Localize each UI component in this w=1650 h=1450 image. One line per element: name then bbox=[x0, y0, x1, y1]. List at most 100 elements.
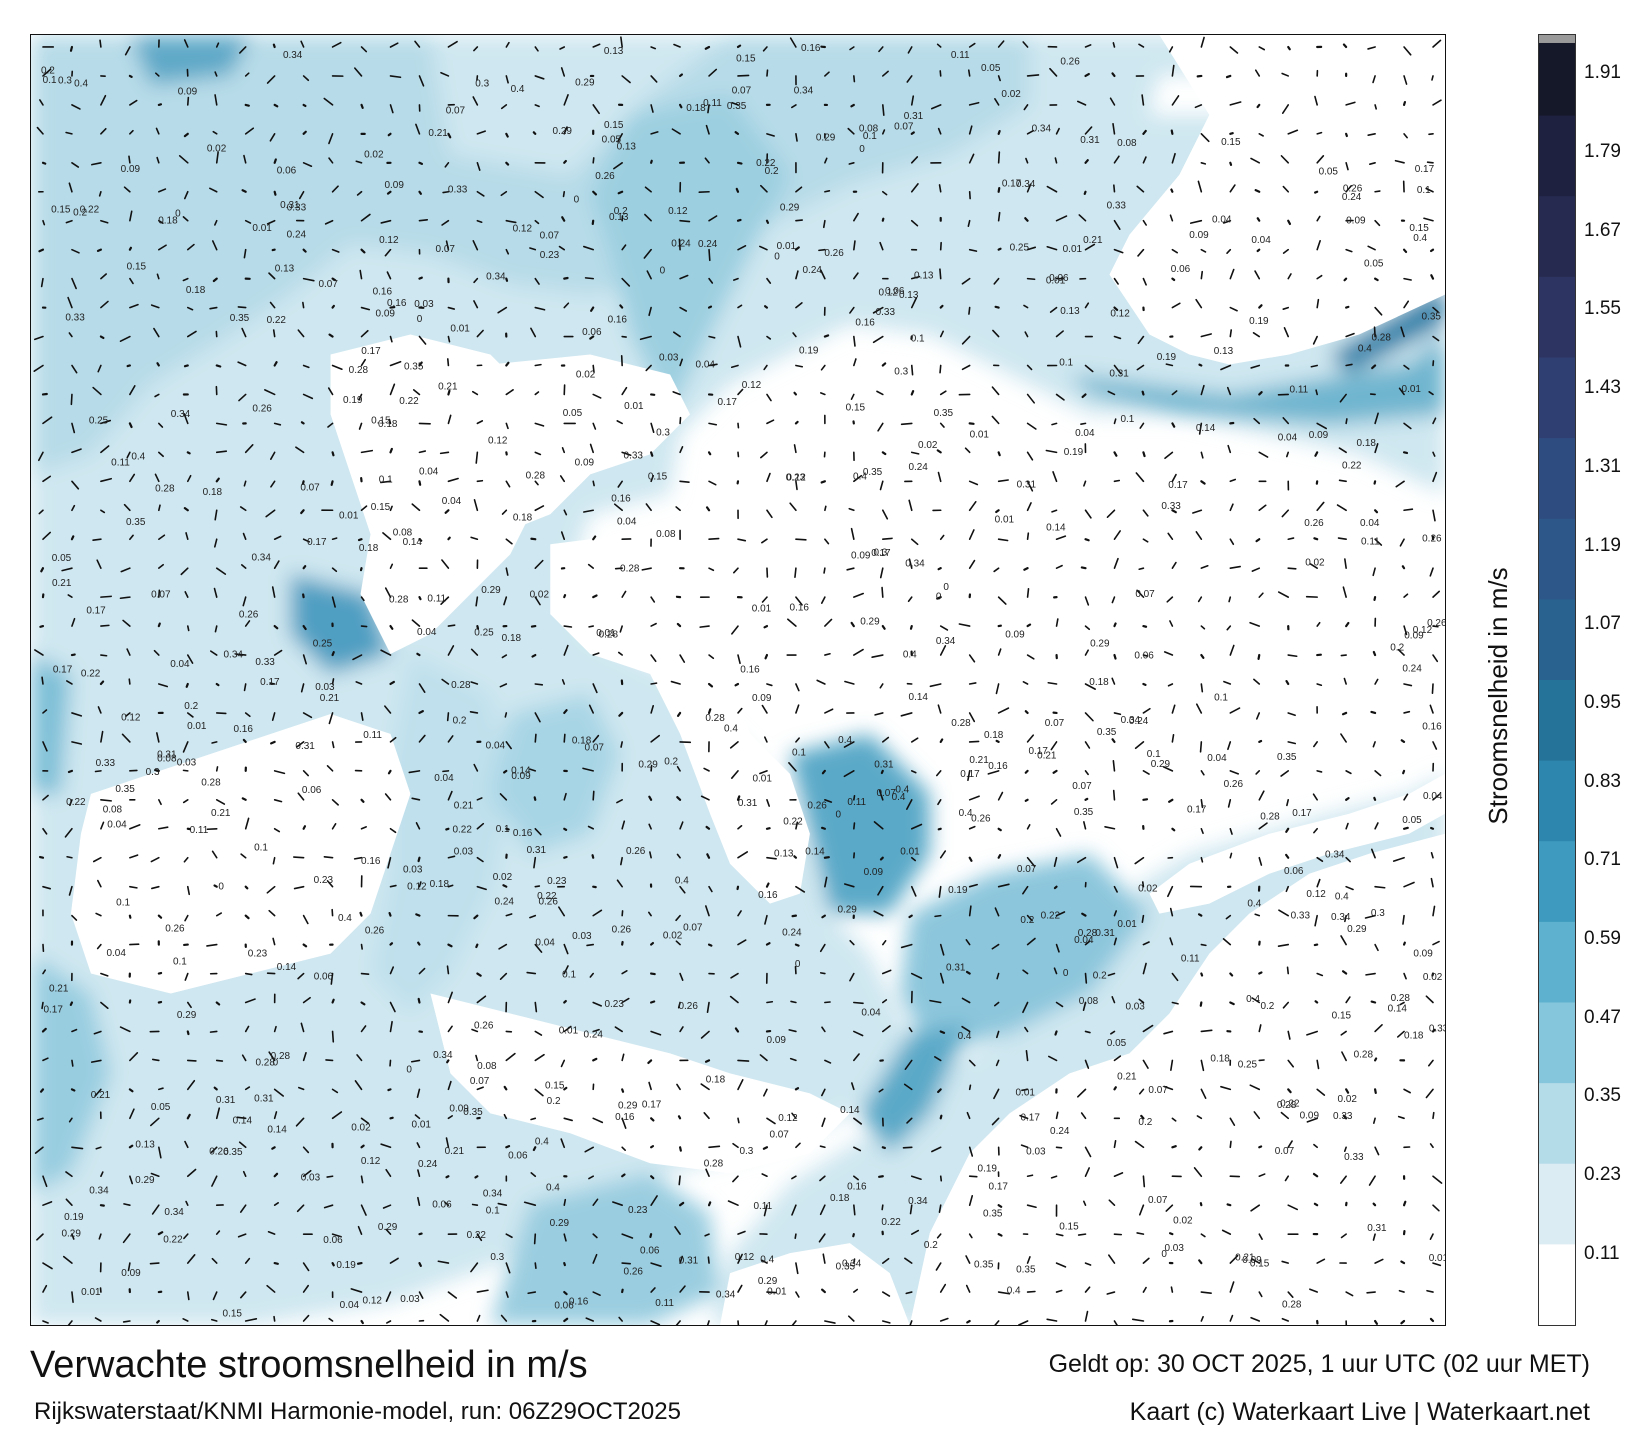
current-arrow bbox=[1250, 1204, 1261, 1212]
current-arrow bbox=[1167, 532, 1174, 541]
current-arrow bbox=[1425, 187, 1434, 193]
current-arrow bbox=[968, 101, 980, 106]
colorbar-tick-label: 1.43 bbox=[1584, 377, 1621, 399]
current-arrow bbox=[360, 1204, 367, 1216]
current-arrow bbox=[734, 131, 740, 135]
current-arrow bbox=[1138, 1204, 1145, 1216]
current-arrow bbox=[878, 46, 884, 53]
current-arrow bbox=[237, 361, 247, 367]
current-arrow bbox=[708, 68, 718, 77]
current-arrow bbox=[737, 910, 742, 917]
current-arrow bbox=[1432, 1111, 1435, 1120]
current-arrow bbox=[182, 741, 189, 753]
speed-value-label: 0.09 bbox=[121, 164, 141, 175]
speed-value-label: 0.19 bbox=[1249, 316, 1269, 327]
current-arrow bbox=[968, 480, 979, 486]
speed-value-label: 0.31 bbox=[904, 111, 924, 122]
current-speed-map[interactable]: 0.340.260.010.260.070.110.30.260.040.40.… bbox=[31, 35, 1445, 1325]
current-arrow bbox=[1374, 885, 1386, 889]
speed-value-label: 0.26 bbox=[971, 813, 991, 824]
speed-value-label: 0.1 bbox=[173, 956, 187, 967]
current-arrow bbox=[41, 1001, 44, 1010]
speed-value-label: 0.3 bbox=[894, 366, 908, 377]
current-arrow bbox=[297, 972, 305, 980]
current-arrow bbox=[1084, 159, 1089, 164]
speed-value-label: 0.15 bbox=[1221, 137, 1241, 148]
current-arrow bbox=[244, 972, 253, 976]
current-arrow bbox=[1026, 1256, 1031, 1264]
current-arrow bbox=[1345, 418, 1348, 425]
current-arrow bbox=[996, 1030, 1000, 1039]
current-arrow bbox=[1340, 1175, 1347, 1184]
current-arrow bbox=[1340, 1233, 1347, 1239]
speed-value-label: 0.04 bbox=[434, 773, 454, 784]
speed-value-label: 0.4 bbox=[131, 452, 145, 463]
current-arrow bbox=[211, 240, 218, 251]
current-arrow bbox=[206, 943, 218, 947]
current-arrow bbox=[40, 567, 45, 573]
current-arrow bbox=[446, 712, 450, 722]
current-arrow bbox=[1104, 826, 1116, 830]
current-arrow bbox=[968, 248, 978, 252]
current-arrow bbox=[764, 736, 768, 743]
current-arrow bbox=[1026, 451, 1034, 461]
speed-value-label: 0.26 bbox=[1060, 57, 1080, 68]
current-arrow bbox=[765, 882, 770, 888]
current-arrow bbox=[476, 995, 487, 1004]
current-arrow bbox=[93, 1030, 102, 1035]
map-panel[interactable]: 0.34 0.26 0.01 0.26 0.07 0.11 0.3 0.26 0.04 0.4 0.… bbox=[30, 34, 1446, 1326]
current-arrow bbox=[33, 364, 44, 372]
current-arrow bbox=[1312, 335, 1318, 345]
current-arrow bbox=[1229, 644, 1235, 656]
current-arrow bbox=[273, 1088, 284, 1097]
current-arrow bbox=[1113, 1320, 1118, 1325]
current-arrow bbox=[820, 269, 826, 280]
current-arrow bbox=[1250, 1316, 1261, 1322]
speed-value-label: 0.15 bbox=[127, 262, 147, 273]
colorbar-band bbox=[1539, 680, 1575, 762]
current-arrow bbox=[445, 240, 450, 251]
current-arrow bbox=[587, 825, 595, 830]
current-arrow bbox=[1138, 43, 1145, 48]
land-south-center bbox=[430, 993, 850, 1174]
current-arrow bbox=[938, 1204, 942, 1213]
current-arrow bbox=[1055, 127, 1060, 135]
current-arrow bbox=[961, 277, 971, 285]
speed-value-label: 0 bbox=[660, 266, 666, 277]
current-arrow bbox=[1024, 710, 1029, 715]
current-arrow bbox=[331, 1261, 335, 1267]
current-arrow bbox=[1025, 1049, 1029, 1062]
speed-value-label: 0.25 bbox=[89, 415, 109, 426]
current-arrow bbox=[1229, 478, 1237, 483]
speed-value-label: 0.21 bbox=[1117, 1072, 1137, 1083]
current-arrow bbox=[906, 799, 913, 810]
speed-value-label: 0.2 bbox=[1260, 1001, 1274, 1012]
current-arrow bbox=[1313, 537, 1319, 541]
current-arrow bbox=[1055, 535, 1067, 541]
current-arrow bbox=[1282, 1001, 1290, 1009]
current-arrow bbox=[71, 1291, 74, 1304]
current-arrow bbox=[503, 1113, 508, 1120]
speed-value-label: 0.35 bbox=[404, 361, 424, 372]
speed-value-label: 0.35 bbox=[463, 1107, 483, 1118]
current-arrow bbox=[128, 1144, 134, 1149]
current-arrow bbox=[1432, 471, 1438, 483]
current-arrow bbox=[360, 213, 371, 222]
current-arrow bbox=[1200, 1029, 1213, 1033]
current-arrow bbox=[100, 219, 109, 224]
speed-value-label: 0.16 bbox=[611, 493, 631, 504]
current-arrow bbox=[273, 190, 277, 196]
current-arrow bbox=[881, 1204, 884, 1211]
current-arrow bbox=[68, 885, 73, 896]
colorbar-band bbox=[1539, 1083, 1575, 1165]
current-arrow bbox=[789, 1057, 797, 1062]
current-arrow bbox=[1113, 910, 1118, 917]
current-arrow bbox=[760, 184, 768, 193]
speed-value-label: 0 bbox=[836, 810, 842, 821]
current-arrow bbox=[934, 914, 942, 918]
current-arrow bbox=[592, 43, 601, 48]
current-arrow bbox=[323, 856, 334, 859]
current-arrow bbox=[763, 1088, 768, 1097]
current-arrow bbox=[150, 1172, 160, 1178]
current-arrow bbox=[331, 741, 335, 749]
